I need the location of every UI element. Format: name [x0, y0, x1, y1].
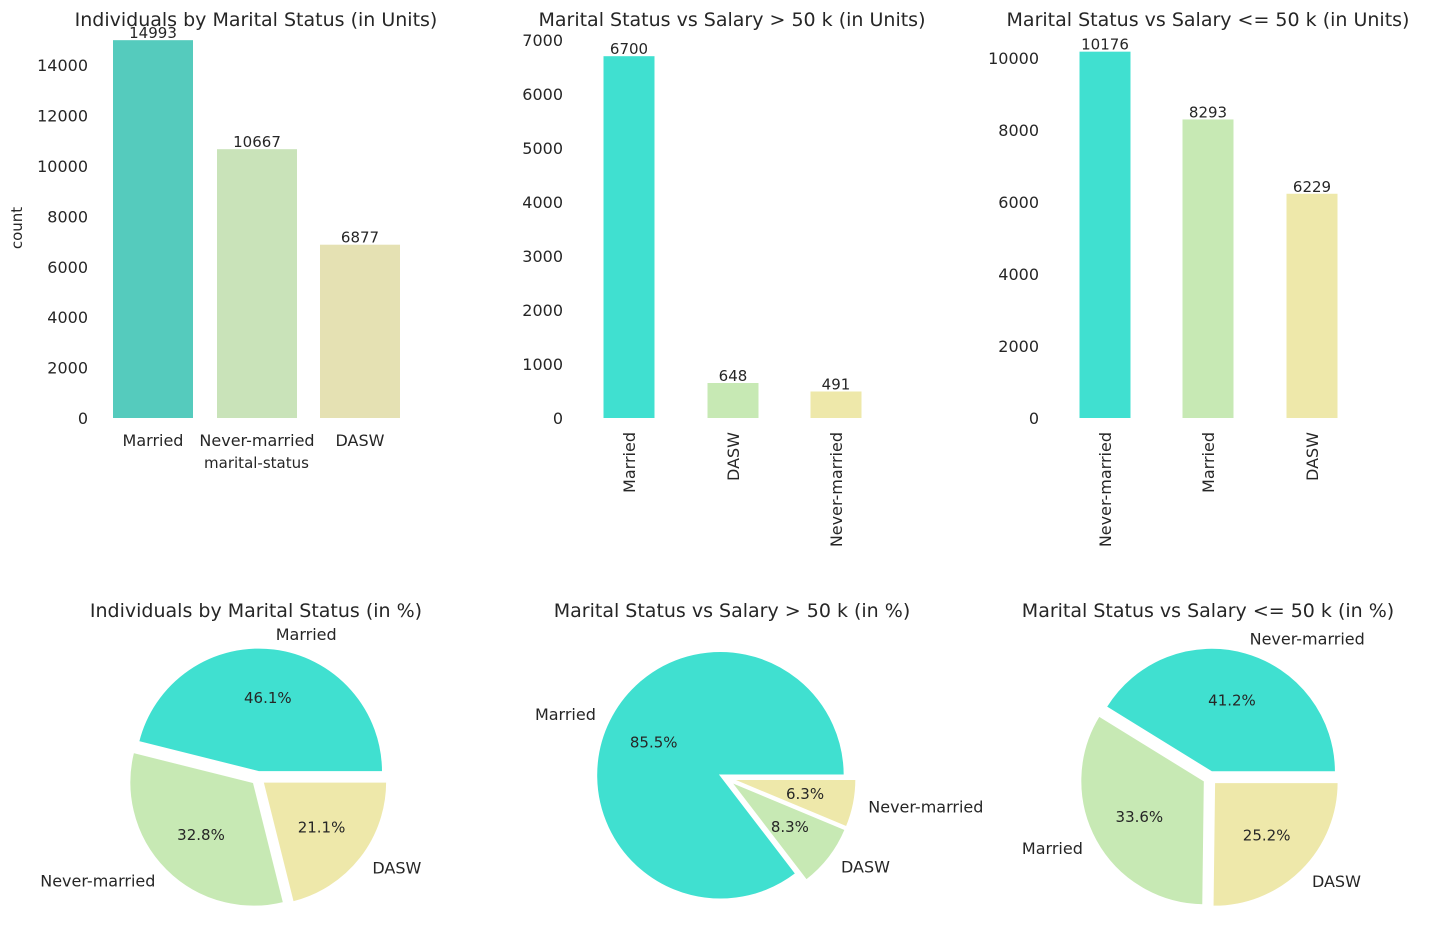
data-label: 6700 [610, 40, 648, 58]
y-tick-label: 5000 [522, 139, 563, 158]
pie-slice [128, 751, 285, 908]
pie-slice [137, 647, 384, 773]
y-axis-label: count [8, 207, 26, 249]
data-label: 648 [719, 367, 748, 385]
y-tick-label: 10000 [37, 157, 88, 176]
y-tick-label: 3000 [522, 247, 563, 266]
x-tick-label: DASW [1303, 432, 1322, 481]
y-tick-label: 10000 [988, 49, 1039, 68]
pie-slice [728, 780, 847, 882]
y-tick-label: 6000 [522, 85, 563, 104]
y-tick-label: 2000 [47, 359, 88, 378]
pie-slice [595, 650, 846, 900]
x-tick-label: Never-married [199, 431, 314, 450]
chart-title: Individuals by Marital Status (in %) [90, 600, 422, 622]
bar-chart-1: Individuals by Marital Status (in Units)… [8, 9, 437, 472]
y-tick-label: 0 [1029, 409, 1039, 428]
pie-category-label: Married [1022, 839, 1083, 858]
pie-percent-label: 46.1% [244, 689, 292, 707]
x-tick-label: Married [620, 432, 639, 493]
pie-percent-label: 33.6% [1116, 808, 1164, 826]
y-tick-label: 4000 [522, 193, 563, 212]
pie-chart-3: Marital Status vs Salary <= 50 k (in %) 4… [1022, 600, 1394, 908]
pie-chart-2: Marital Status vs Salary > 50 k (in %) 85… [535, 600, 983, 900]
pie-percent-label: 8.3% [771, 818, 809, 836]
pie-percent-label: 21.1% [298, 819, 346, 837]
y-tick-label: 6000 [998, 193, 1039, 212]
x-tick-label: Married [123, 431, 184, 450]
pie-category-label: Never-married [868, 797, 983, 816]
y-tick-label: 7000 [522, 31, 563, 50]
pie-category-label: DASW [372, 858, 421, 877]
pie-slice [1212, 781, 1340, 908]
pie-slice [261, 781, 388, 904]
x-tick-label: Never-married [827, 432, 846, 547]
x-axis-label: marital-status [204, 454, 309, 472]
y-tick-label: 12000 [37, 107, 88, 126]
bar-chart-2: Marital Status vs Salary > 50 k (in Unit… [522, 9, 925, 547]
y-tick-label: 0 [78, 409, 88, 428]
pie-category-label: Never-married [40, 872, 155, 891]
bar [810, 391, 862, 418]
pie-percent-label: 32.8% [177, 826, 225, 844]
y-tick-label: 14000 [37, 56, 88, 75]
chart-title: Marital Status vs Salary <= 50 k (in Uni… [1007, 9, 1410, 31]
pie-category-label: DASW [841, 857, 890, 876]
y-tick-label: 4000 [47, 308, 88, 327]
y-tick-label: 8000 [47, 207, 88, 226]
y-tick-label: 4000 [998, 265, 1039, 284]
x-tick-label: DASW [724, 432, 743, 481]
x-tick-label: Never-married [1096, 432, 1115, 547]
pie-category-label: DASW [1312, 872, 1361, 891]
pie-slice [1079, 714, 1206, 906]
pie-percent-label: 85.5% [630, 733, 678, 751]
bar [1079, 51, 1131, 418]
pie-slice [1105, 647, 1337, 773]
chart-title: Marital Status vs Salary > 50 k (in %) [554, 600, 910, 622]
y-tick-label: 2000 [522, 301, 563, 320]
y-tick-label: 2000 [998, 337, 1039, 356]
x-tick-label: DASW [336, 431, 385, 450]
data-label: 10667 [233, 133, 281, 151]
data-label: 6229 [1293, 178, 1331, 196]
pie-category-label: Married [276, 625, 337, 644]
y-tick-label: 1000 [522, 355, 563, 374]
x-tick-label: Married [1199, 432, 1218, 493]
bar [603, 56, 655, 418]
chart-title: Marital Status vs Salary > 50 k (in Unit… [538, 9, 925, 31]
bar [1182, 119, 1234, 419]
pie-percent-label: 41.2% [1208, 691, 1256, 709]
bar [1286, 193, 1338, 418]
data-label: 491 [822, 375, 851, 393]
pie-category-label: Married [535, 705, 596, 724]
chart-title: Individuals by Marital Status (in Units) [75, 9, 438, 31]
pie-slice [731, 778, 857, 828]
y-tick-label: 6000 [47, 258, 88, 277]
pie-category-label: Never-married [1250, 629, 1365, 648]
bar [113, 40, 193, 419]
pie-percent-label: 6.3% [786, 785, 824, 803]
data-label: 8293 [1189, 103, 1227, 121]
bar [217, 149, 297, 419]
data-label: 10176 [1081, 36, 1129, 54]
y-tick-label: 8000 [998, 121, 1039, 140]
chart-title: Marital Status vs Salary <= 50 k (in %) [1022, 600, 1394, 622]
data-label: 6877 [341, 229, 379, 247]
data-label: 14993 [129, 24, 177, 42]
bar-chart-3: Marital Status vs Salary <= 50 k (in Uni… [988, 9, 1409, 547]
bar [707, 383, 759, 418]
y-tick-label: 0 [553, 409, 563, 428]
pie-chart-1: Individuals by Marital Status (in %) 46.1… [40, 600, 422, 908]
pie-percent-label: 25.2% [1243, 826, 1291, 844]
bar [320, 244, 400, 418]
